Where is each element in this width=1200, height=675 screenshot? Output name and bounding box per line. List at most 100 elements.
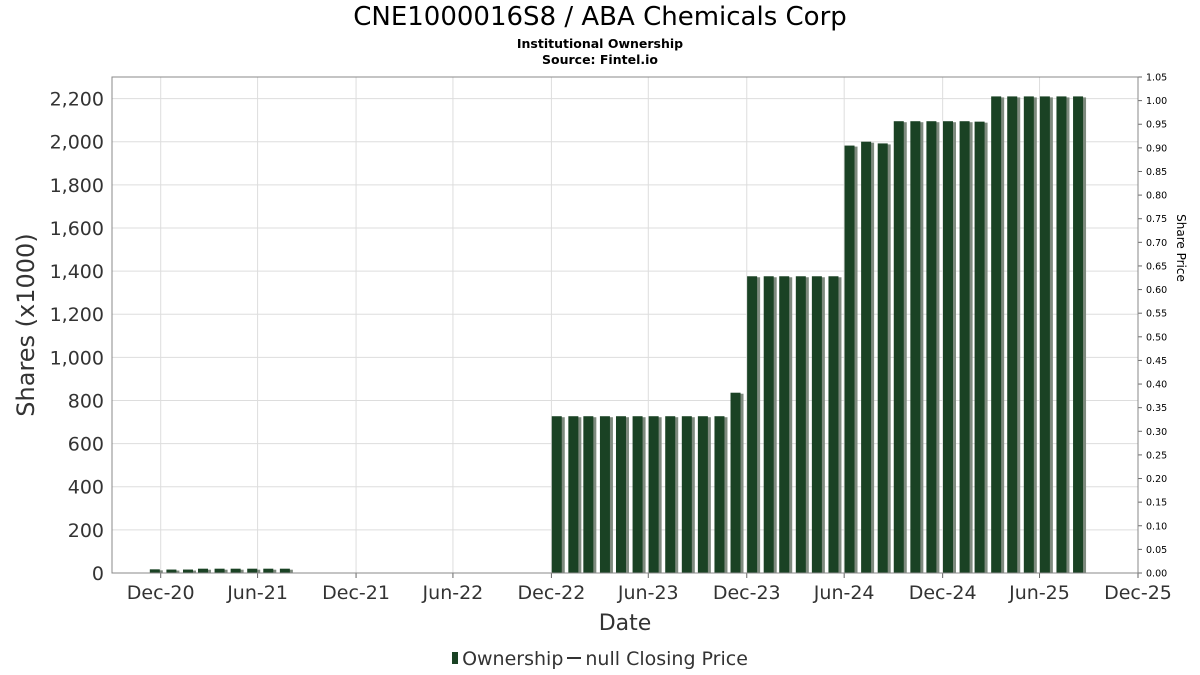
ownership-bar (1056, 96, 1067, 574)
y2-tick-label: 0.80 (1146, 191, 1167, 202)
ownership-bar (811, 276, 822, 573)
y-tick-label: 600 (68, 434, 104, 456)
y-tick-label: 1,600 (50, 218, 104, 240)
y2-tick-label: 0.85 (1146, 167, 1167, 178)
ownership-bar (1023, 96, 1034, 574)
y2-tick-label: 0.15 (1146, 498, 1167, 509)
y2-tick-label: 0.00 (1146, 569, 1167, 580)
y-tick-label: 2,000 (50, 132, 104, 154)
ownership-bar (183, 569, 193, 573)
legend-price-label: null Closing Price (585, 648, 748, 670)
y2-tick-label: 1.05 (1146, 73, 1167, 84)
x-tick-label: Jun-21 (226, 582, 288, 604)
y-tick-label: 1,400 (50, 261, 104, 283)
x-tick-label: Jun-23 (617, 582, 679, 604)
x-tick-label: Dec-21 (322, 582, 390, 604)
ownership-bar (263, 568, 274, 573)
y2-tick-label: 0.20 (1146, 474, 1167, 485)
ownership-bar (730, 392, 741, 573)
x-tick-label: Jun-24 (813, 582, 875, 604)
x-tick-label: Dec-24 (909, 582, 977, 604)
ownership-bar (779, 276, 790, 573)
y-tick-label: 800 (68, 390, 104, 412)
ownership-bar (861, 141, 872, 573)
ownership-bar (247, 568, 258, 573)
y2-tick-label: 0.10 (1146, 521, 1167, 532)
ownership-legend-swatch (452, 651, 459, 664)
y-tick-label: 200 (68, 520, 104, 542)
chart-title: CNE1000016S8 / ABA Chemicals Corp (353, 2, 847, 32)
ownership-bar (648, 416, 659, 573)
ownership-bar (714, 416, 725, 573)
ownership-bar (893, 121, 904, 574)
ownership-bar (959, 121, 970, 574)
y2-tick-label: 0.65 (1146, 261, 1167, 272)
y2-tick-label: 0.25 (1146, 450, 1167, 461)
ownership-bar (681, 416, 692, 573)
ownership-bar (568, 416, 579, 573)
ownership-bar (747, 276, 758, 573)
y-tick-label: 1,200 (50, 304, 104, 326)
y-tick-label: 0 (92, 563, 104, 585)
x-tick-label: Dec-20 (127, 582, 195, 604)
y2-tick-label: 0.90 (1146, 143, 1167, 154)
ownership-bar (877, 143, 888, 573)
ownership-bar (197, 568, 208, 573)
x-axis-title: Date (599, 611, 652, 636)
x-tick-label: Dec-25 (1104, 582, 1172, 604)
closing-price-legend-swatch (567, 656, 582, 659)
ownership-bar (214, 568, 225, 573)
y-tick-label: 400 (68, 477, 104, 499)
y2-tick-label: 0.45 (1146, 356, 1167, 367)
ownership-bar (166, 569, 177, 573)
chart-subtitle: Institutional Ownership (516, 36, 684, 51)
y-tick-label: 2,200 (50, 89, 104, 111)
ownership-bar (279, 568, 290, 573)
legend: Ownership null Closing Price (0, 648, 1200, 670)
ownership-bar (763, 276, 774, 573)
ownership-bar (910, 121, 921, 574)
y-tick-label: 1,800 (50, 175, 104, 197)
y-tick-label: 1,000 (50, 347, 104, 369)
ownership-bar (632, 416, 643, 573)
y2-tick-label: 1.00 (1146, 96, 1167, 107)
y2-tick-label: 0.75 (1146, 214, 1167, 225)
ownership-bar (149, 569, 160, 573)
plot-frame (111, 76, 1139, 574)
y2-tick-label: 0.55 (1146, 309, 1167, 320)
ownership-bar (1073, 96, 1084, 574)
x-tick-label: Dec-23 (713, 582, 781, 604)
ownership-bar (615, 416, 626, 573)
ownership-bar (844, 145, 855, 573)
y2-axis-title: Share Price (1174, 214, 1188, 282)
x-tick-label: Jun-25 (1008, 582, 1070, 604)
ownership-bar (991, 96, 1002, 574)
chart-source: Source: Fintel.io (542, 52, 658, 67)
x-tick-label: Dec-22 (518, 582, 586, 604)
ownership-bar (665, 416, 676, 573)
ownership-bar (551, 416, 562, 573)
y2-tick-label: 0.60 (1146, 285, 1167, 296)
y2-tick-label: 0.95 (1146, 120, 1167, 131)
y2-tick-label: 0.70 (1146, 238, 1167, 249)
y2-tick-label: 0.05 (1146, 545, 1167, 556)
y-axis-title: Shares (x1000) (12, 233, 40, 416)
ownership-bar (583, 416, 594, 573)
ownership-bar (1039, 96, 1050, 574)
ownership-bar (697, 416, 708, 573)
ownership-bar (599, 416, 610, 573)
ownership-bar (1007, 96, 1018, 574)
ownership-bar (230, 568, 241, 573)
ownership-bar (943, 121, 953, 574)
legend-ownership-label: Ownership (462, 648, 564, 670)
ownership-bar (926, 121, 937, 574)
ownership-bar (795, 276, 806, 573)
y2-tick-label: 0.40 (1146, 380, 1167, 391)
y2-tick-label: 0.35 (1146, 403, 1167, 414)
ownership-bar (974, 121, 985, 573)
y2-tick-label: 0.50 (1146, 332, 1167, 343)
ownership-bar (828, 276, 839, 573)
x-tick-label: Jun-22 (422, 582, 484, 604)
y2-tick-label: 0.30 (1146, 427, 1167, 438)
